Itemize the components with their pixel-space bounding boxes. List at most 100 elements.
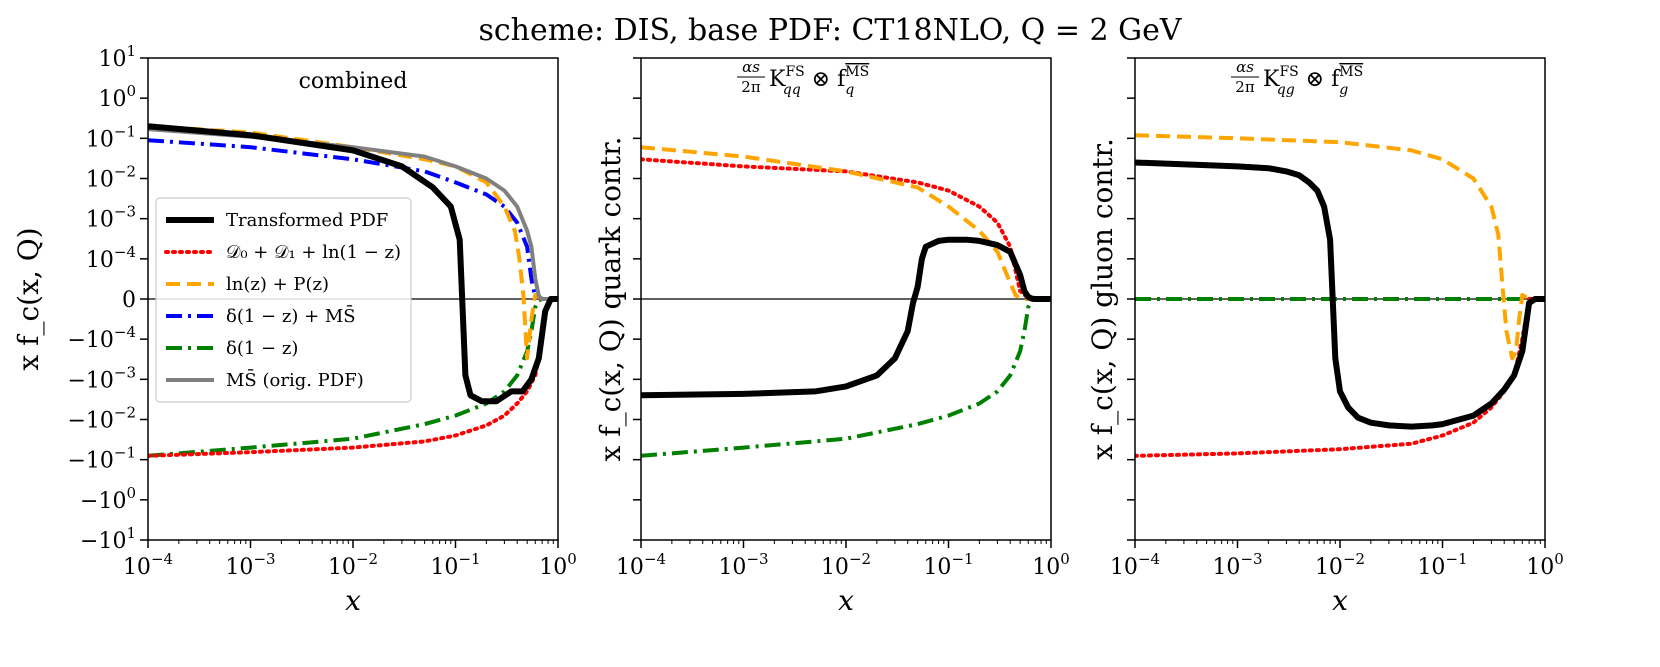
tick-label-base: 10 (539, 555, 567, 580)
series-line-msbar-orig-pdf- (148, 127, 558, 301)
tick-label-exponent: −3 (114, 363, 136, 381)
tick-label-base: 10 (98, 47, 126, 72)
y-tick-label: 100 (98, 82, 136, 112)
tick-label-exponent: 1 (126, 524, 136, 542)
series-group (641, 145, 1051, 458)
tick-label-exponent: −3 (253, 550, 275, 568)
x-tick-label: 10−4 (616, 550, 666, 580)
legend-label: δ(1 − z) + MS̄ (226, 304, 356, 327)
x-tick-label: 10−2 (821, 550, 871, 580)
legend-label: Transformed PDF (226, 210, 388, 231)
title-K-superscript: FS (1279, 64, 1298, 80)
x-axis-label: x (1332, 584, 1348, 617)
tick-label-exponent: 0 (126, 484, 136, 502)
title-K-subscript: qq (783, 82, 801, 98)
title-f-superscript: MS (845, 64, 869, 80)
series-line-transformed-pdf (641, 236, 1051, 399)
title-K-subscript: qg (1277, 82, 1295, 98)
tick-label-base: 10 (86, 127, 114, 152)
tick-label-exponent: −1 (1445, 550, 1467, 568)
x-tick-label: 10−3 (718, 550, 768, 580)
series-line-delta-1-z- (148, 297, 558, 458)
tick-label-exponent: −3 (1240, 550, 1262, 568)
tick-label-exponent: 0 (126, 82, 136, 100)
tick-label-base: −10 (67, 328, 113, 353)
tick-label-base: 10 (1032, 555, 1060, 580)
tick-label-exponent: −2 (114, 163, 136, 181)
series-group (148, 123, 558, 458)
title-fraction-denominator: 2π (1235, 78, 1255, 96)
tick-label-exponent: −3 (746, 550, 768, 568)
x-axis-label: x (345, 584, 361, 617)
tick-label-base: 10 (1315, 555, 1343, 580)
tick-label-base: 10 (1417, 555, 1445, 580)
x-tick-label: 10−3 (1212, 550, 1262, 580)
tick-label-base: −10 (80, 489, 126, 514)
title-fraction-denominator: 2π (741, 78, 761, 96)
y-tick-label: 0 (122, 288, 136, 313)
x-tick-label: 100 (539, 550, 577, 580)
tick-label-base: 10 (225, 555, 253, 580)
tick-label-exponent: −2 (849, 550, 871, 568)
tick-label-exponent: −4 (151, 550, 173, 568)
x-tick-label: 10−4 (123, 550, 173, 580)
figure-suptitle: scheme: DIS, base PDF: CT18NLO, Q = 2 Ge… (478, 13, 1182, 48)
title-convolution: ⊗ f (805, 67, 847, 92)
x-tick-label: 10−2 (328, 550, 378, 580)
tick-label-exponent: 0 (1554, 550, 1564, 568)
tick-label-exponent: −4 (1138, 550, 1160, 568)
y-tick-label: −10−3 (67, 363, 136, 393)
title-expression: KFS qq ⊗ fMS q (769, 64, 869, 98)
panel-title: αs 2π KFS qq ⊗ fMS q (737, 58, 869, 98)
tick-label-exponent: −1 (951, 550, 973, 568)
y-tick-label: 10−1 (86, 122, 136, 152)
tick-label-exponent: −1 (458, 550, 480, 568)
tick-label-exponent: −1 (114, 122, 136, 140)
title-expression: KFS qg ⊗ fMS g (1263, 64, 1363, 98)
legend: Transformed PDF 𝒟₀ + 𝒟₁ + ln(1 − z) ln(z) … (155, 197, 412, 403)
tick-label-exponent: −2 (1343, 550, 1365, 568)
x-axis-label: x (838, 584, 854, 617)
series-line-d0-d1-ln-1-z- (641, 157, 1051, 301)
series-group (1135, 133, 1545, 458)
tick-label-base: 10 (1110, 555, 1138, 580)
tick-label-base: 10 (86, 168, 114, 193)
tick-label-base: 10 (430, 555, 458, 580)
tick-label-base: 10 (123, 555, 151, 580)
legend-label: ln(z) + P(z) (226, 274, 329, 295)
y-axis-label: x f_c(x, Q) quark contr. (594, 137, 627, 462)
y-axis-label: x f_c(x, Q) (12, 227, 45, 370)
y-tick-label: 10−4 (86, 243, 136, 273)
tick-label-exponent: −1 (114, 444, 136, 462)
tick-label-exponent: −4 (114, 243, 136, 261)
title-fraction-numerator: αs (1236, 58, 1254, 76)
legend-box (155, 197, 412, 403)
title-convolution: ⊗ f (1299, 67, 1341, 92)
x-tick-label: 10−2 (1315, 550, 1365, 580)
tick-label-base: 10 (328, 555, 356, 580)
y-axis-label: x f_c(x, Q) gluon contr. (1086, 138, 1119, 460)
series-line-transformed-pdf (148, 123, 558, 405)
tick-label-exponent: −4 (644, 550, 666, 568)
title-fraction-numerator: αs (742, 58, 760, 76)
tick-label-base: 10 (1526, 555, 1554, 580)
series-line-ln-z-p-z- (148, 124, 558, 361)
tick-label-base: 10 (1212, 555, 1240, 580)
tick-label-exponent: −4 (114, 323, 136, 341)
series-line-delta-1-z- (641, 297, 1051, 458)
tick-label-exponent: 0 (1060, 550, 1070, 568)
tick-label-base: −10 (80, 529, 126, 554)
title-K: K (769, 67, 786, 92)
tick-label-base: 10 (86, 248, 114, 273)
panel-title: αs 2π KFS qg ⊗ fMS g (1231, 58, 1363, 98)
panel-title: combined (299, 69, 408, 94)
tick-label-exponent: −2 (356, 550, 378, 568)
tick-label-base: 10 (821, 555, 849, 580)
y-tick-label: 101 (98, 42, 136, 72)
tick-label-base: 10 (718, 555, 746, 580)
tick-label-base: 10 (616, 555, 644, 580)
y-tick-label: 10−2 (86, 163, 136, 193)
title-f-subscript: q (845, 82, 854, 98)
tick-label-base: −10 (67, 449, 113, 474)
